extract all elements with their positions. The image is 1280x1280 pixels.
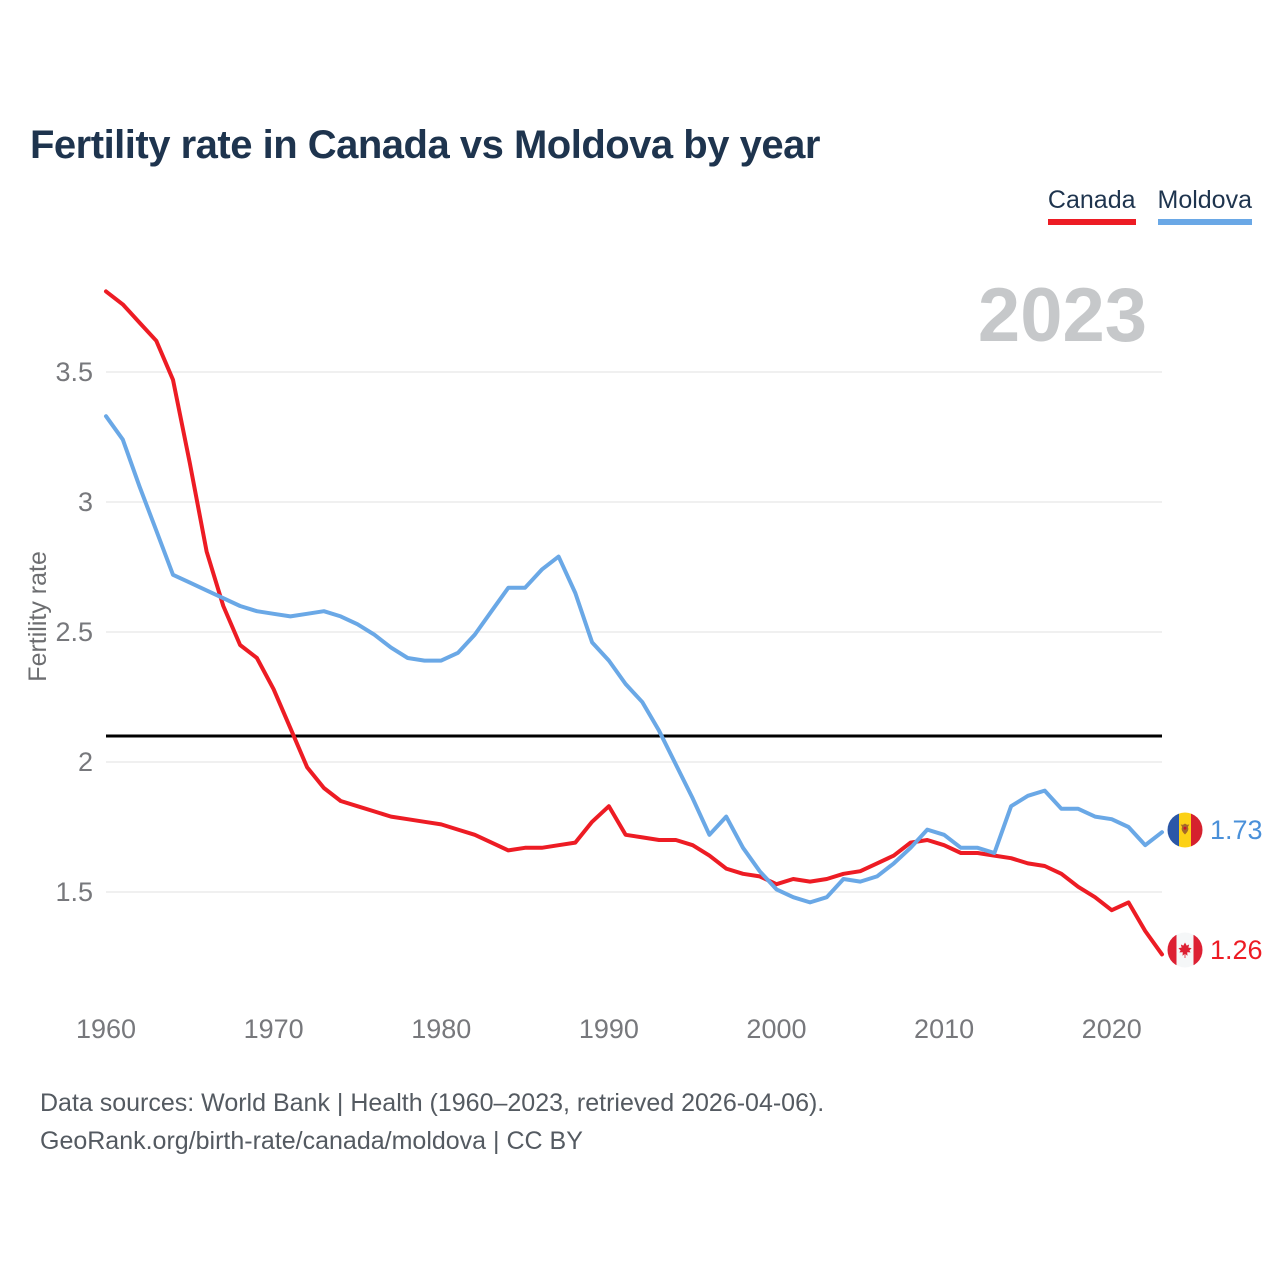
- x-tick-label: 1990: [579, 1014, 639, 1044]
- legend-color-bar-canada: [1047, 219, 1136, 225]
- x-tick-label: 2010: [914, 1014, 974, 1044]
- moldova-end-label: 1.73: [1167, 812, 1263, 848]
- x-tick-label: 1960: [76, 1014, 136, 1044]
- x-tick-label: 2000: [746, 1014, 806, 1044]
- source-line-2: GeoRank.org/birth-rate/canada/moldova | …: [40, 1127, 583, 1155]
- x-tick-label: 1970: [244, 1014, 304, 1044]
- watermark-year: 2023: [977, 273, 1147, 358]
- canada-final-value: 1.26: [1210, 934, 1263, 965]
- legend-item-moldova[interactable]: Moldova: [1157, 186, 1253, 225]
- y-axis-title: Fertility rate: [24, 551, 52, 682]
- canada-flag-icon: [1167, 932, 1203, 968]
- canada-line: [104, 289, 1164, 957]
- moldova-final-value: 1.73: [1210, 814, 1263, 845]
- moldova-line: [104, 414, 1164, 905]
- x-tick-label: 1980: [411, 1014, 471, 1044]
- moldova-flag-icon: [1167, 812, 1203, 848]
- legend-label-moldova: Moldova: [1157, 186, 1253, 214]
- legend-label-canada: Canada: [1047, 186, 1136, 214]
- y-tick-label: 2: [78, 747, 93, 777]
- legend-color-bar-moldova: [1157, 219, 1252, 225]
- legend: Canada Moldova: [1047, 186, 1253, 225]
- y-tick-label: 2.5: [55, 617, 93, 647]
- y-tick-label: 3.5: [55, 357, 93, 387]
- y-tick-label: 1.5: [55, 877, 93, 907]
- canada-end-label: 1.26: [1167, 932, 1263, 968]
- legend-item-canada[interactable]: Canada: [1047, 186, 1136, 225]
- source-attribution: Data sources: World Bank | Health (1960–…: [40, 1084, 824, 1160]
- source-line-1: Data sources: World Bank | Health (1960–…: [40, 1089, 825, 1117]
- page-title: Fertility rate in Canada vs Moldova by y…: [30, 122, 820, 167]
- x-tick-label: 2020: [1082, 1014, 1142, 1044]
- y-tick-label: 3: [78, 487, 93, 517]
